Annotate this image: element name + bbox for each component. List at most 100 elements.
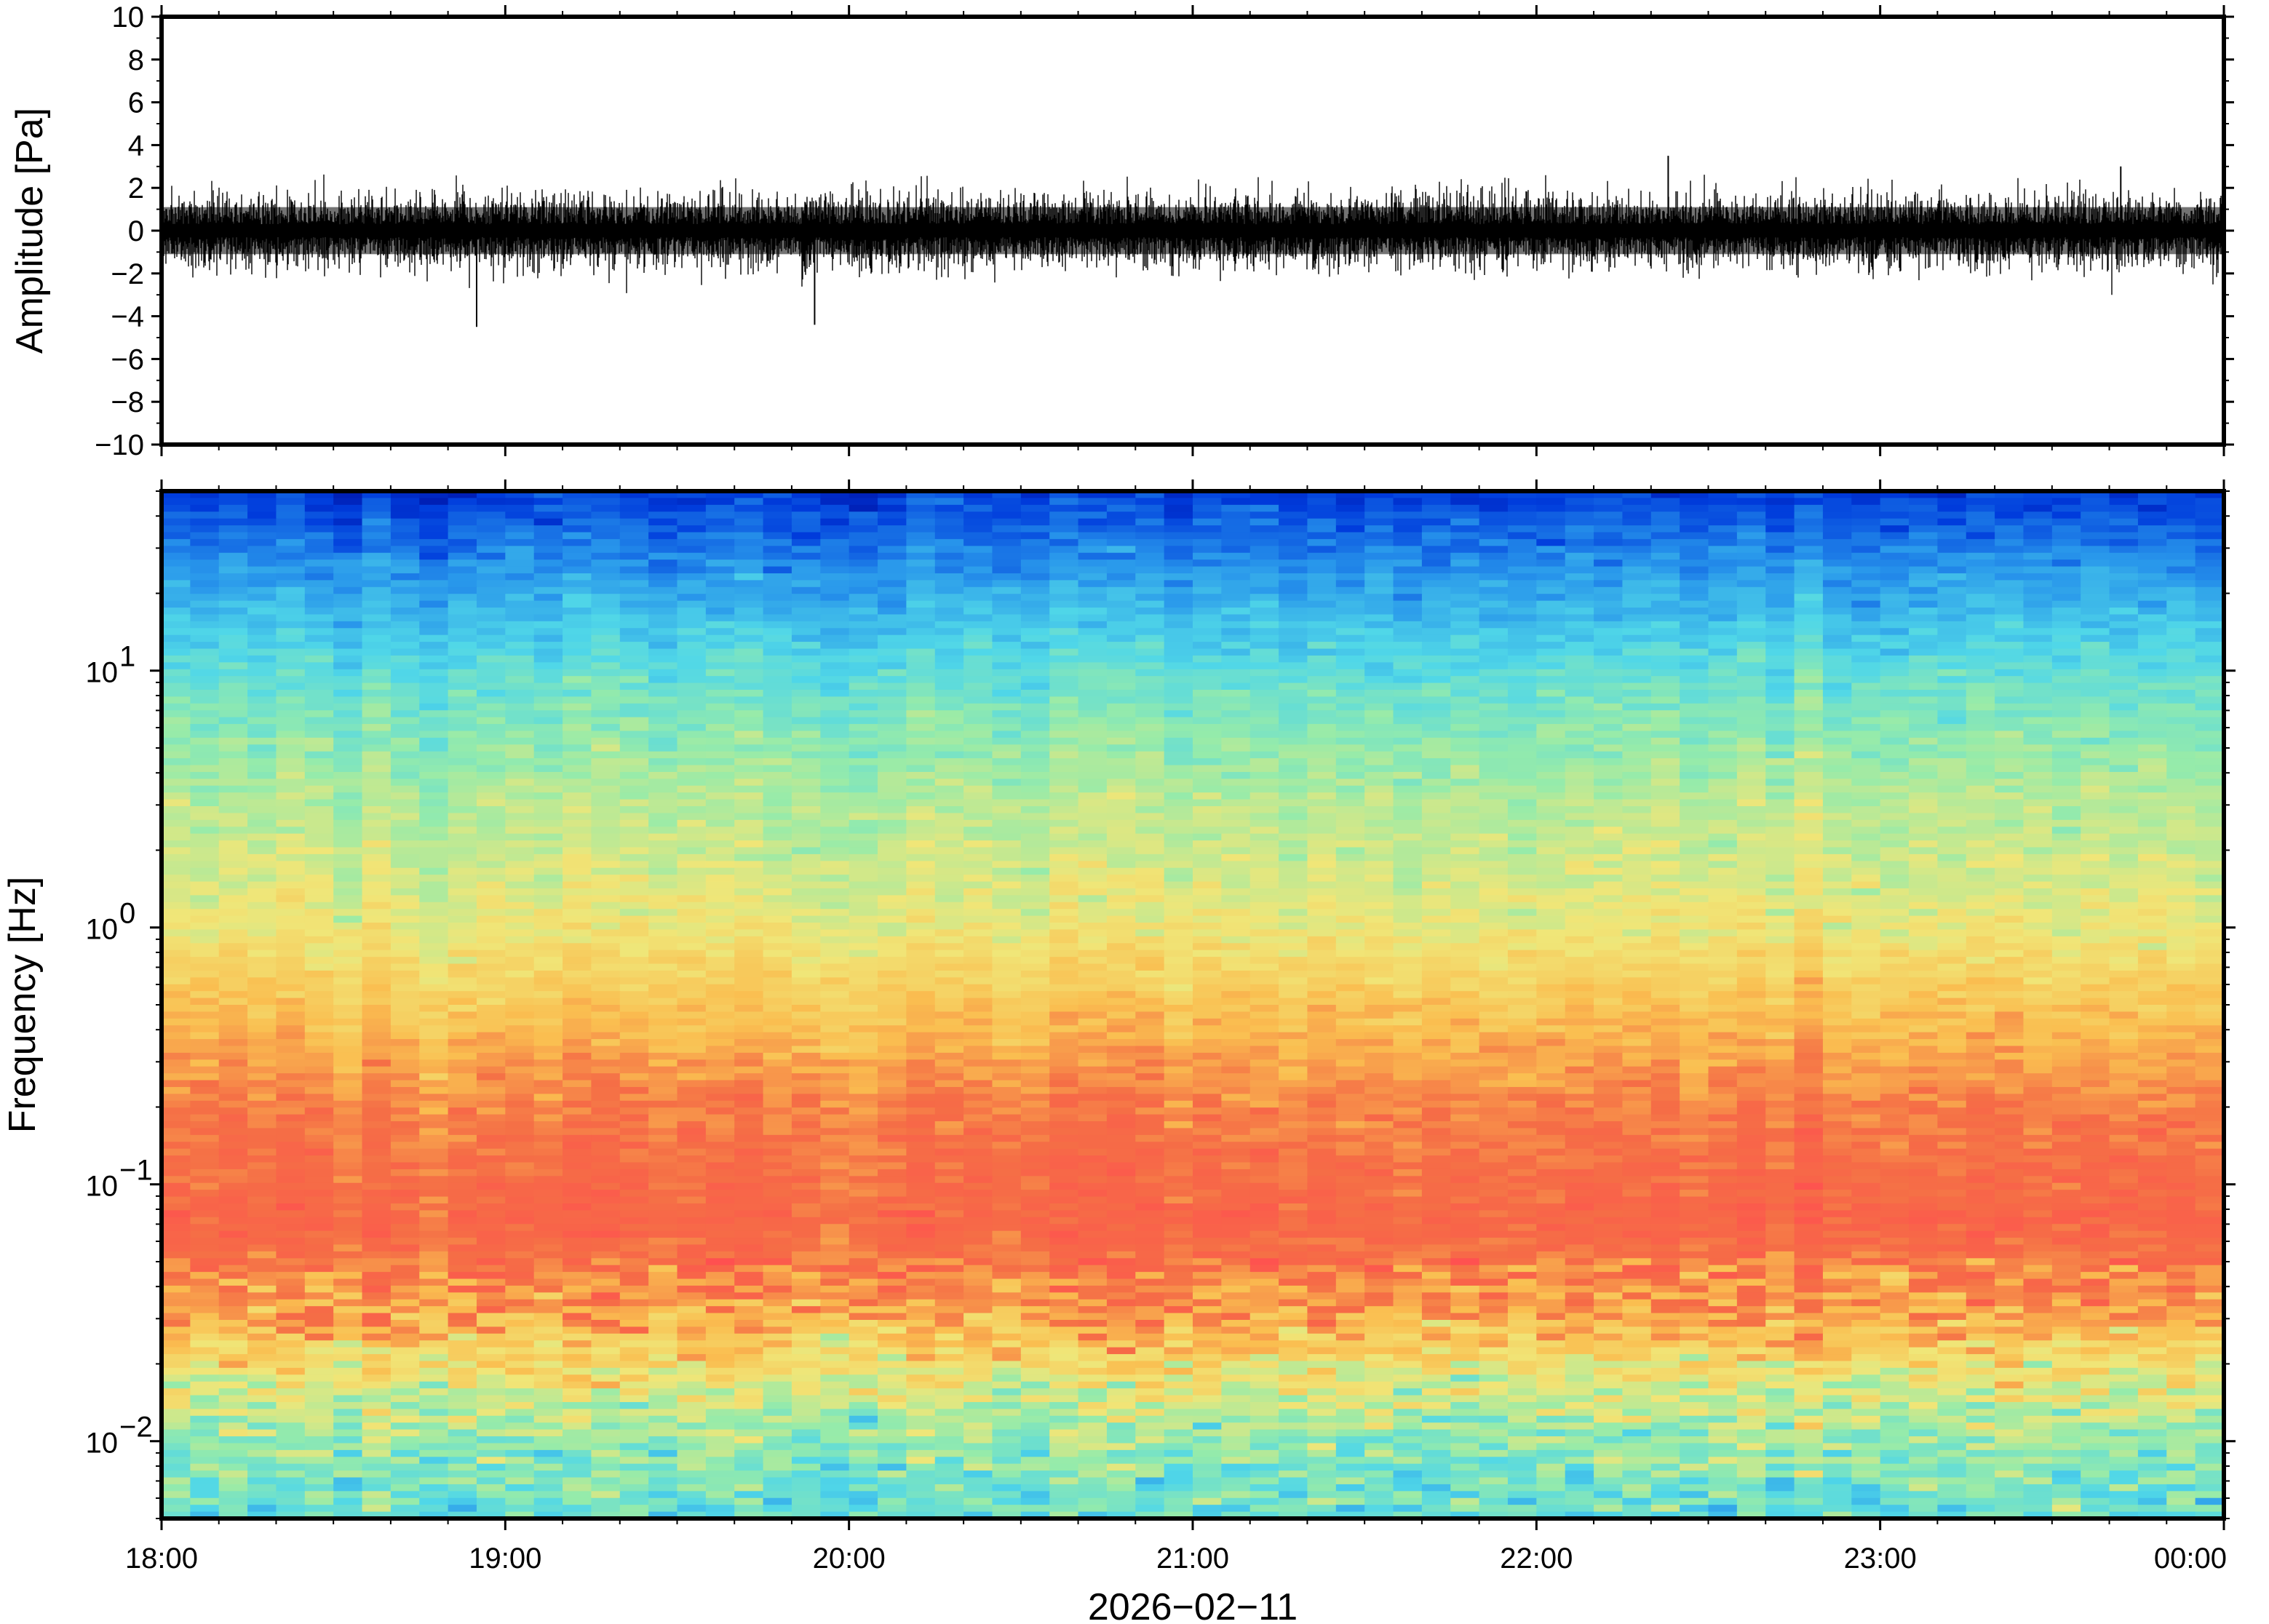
spectrogram-cell [1680, 827, 1709, 835]
spectrogram-cell [2081, 751, 2110, 759]
spectrogram-cell [247, 936, 277, 944]
spectrogram-cell [878, 915, 907, 923]
spectrogram-cell [1851, 498, 1881, 506]
spectrogram-cell [1106, 621, 1137, 629]
spectrogram-cell [1966, 682, 1995, 690]
spectrogram-cell [419, 895, 449, 903]
spectrogram-cell [677, 655, 707, 664]
spectrogram-cell [1135, 518, 1165, 526]
spectrogram-cell [1880, 552, 1910, 560]
spectrogram-cell [1507, 840, 1538, 848]
spectrogram-cell [162, 881, 191, 889]
spectrogram-cell [1106, 936, 1137, 944]
spectrogram-cell [2051, 888, 2081, 896]
spectrogram-cell [2081, 538, 2110, 547]
spectrogram-cell [1650, 642, 1680, 650]
spectrogram-cell [1594, 751, 1624, 759]
spectrogram-cell [1594, 765, 1624, 773]
spectrogram-cell [563, 634, 592, 642]
spectrogram-cell [1937, 875, 1967, 883]
spectrogram-cell [1880, 943, 1910, 951]
spectrogram-cell [304, 853, 334, 862]
spectrogram-cell [1822, 731, 1853, 739]
spectrogram-cell [448, 717, 477, 725]
spectrogram-cell [1995, 498, 2024, 506]
spectrogram-cell [591, 552, 621, 560]
spectrogram-cell [505, 669, 535, 677]
spectrogram-cell [1507, 655, 1538, 664]
spectrogram-cell [705, 586, 736, 594]
spectrogram-cell [419, 682, 449, 690]
spectrogram-cell [1708, 827, 1738, 835]
spectrogram-cell [1193, 806, 1223, 814]
spectrogram-cell [1164, 744, 1193, 752]
spectrogram-cell [162, 909, 191, 917]
spectrogram-cell [218, 634, 248, 642]
spectrogram-cell [705, 498, 736, 506]
spectrogram-cell [1364, 765, 1394, 773]
spectrogram-cell [1164, 875, 1193, 883]
spectrogram-cell [791, 771, 822, 780]
spectrogram-cell [419, 621, 449, 629]
spectrogram-cell [190, 813, 220, 821]
spectrogram-cell [619, 614, 649, 622]
spectrogram-cell [1364, 888, 1394, 896]
spectrogram-cell [1364, 600, 1394, 608]
spectrogram-cell [1937, 915, 1967, 923]
spectrogram-cell [448, 512, 477, 520]
spectrogram-cell [1851, 717, 1881, 725]
spectrogram-cell [591, 881, 621, 889]
spectrogram-cell [2195, 560, 2224, 568]
spectrogram-cell [820, 710, 850, 718]
spectrogram-cell [2109, 771, 2139, 780]
spectrogram-cell [2023, 799, 2053, 807]
spectrogram-cell [1966, 614, 1995, 622]
spectrogram-cell [1909, 771, 1939, 780]
spectrogram-cell [878, 689, 907, 698]
spectrogram-cell [1393, 901, 1423, 910]
spectrogram-cell [1565, 689, 1594, 698]
spectrogram-cell [878, 895, 907, 903]
spectrogram-cell [648, 737, 678, 746]
spectrogram-cell [1622, 634, 1652, 642]
spectrogram-cell [218, 655, 248, 664]
spectrogram-cell [1536, 594, 1566, 602]
spectrogram-cell [247, 799, 277, 807]
spectrogram-cell [1909, 867, 1939, 875]
spectrogram-cell [1106, 881, 1137, 889]
spectrogram-cell [2137, 546, 2168, 554]
spectrogram-cell [1020, 929, 1050, 937]
spectrogram-cell [1736, 936, 1767, 944]
spectrogram-cell [533, 628, 563, 636]
spectrogram-cell [1193, 676, 1223, 684]
spectrogram-cell [1708, 771, 1738, 780]
spectrogram-cell [1450, 580, 1480, 588]
spectrogram-cell [2137, 655, 2168, 664]
spectrogram-cell [1937, 682, 1967, 690]
spectrogram-cell [390, 696, 421, 704]
spectrogram-cell [1479, 915, 1509, 923]
spectrogram-cell [218, 751, 248, 759]
spectrogram-cell [1193, 813, 1223, 821]
spectrogram-cell [476, 813, 506, 821]
spectrogram-cell [1479, 628, 1509, 636]
spectrogram-cell [247, 552, 277, 560]
spectrogram-cell [1221, 785, 1251, 793]
spectrogram-cell [1708, 512, 1738, 520]
spectrogram-cell [333, 881, 363, 889]
spectrogram-cell [333, 676, 363, 684]
spectrogram-cell [791, 813, 822, 821]
spectrogram-cell [1622, 532, 1652, 540]
spectrogram-cell [1966, 634, 1995, 642]
spectrogram-cell [1307, 580, 1337, 588]
spectrogram-cell [1909, 504, 1939, 513]
spectrogram-cell [1708, 799, 1738, 807]
spectrogram-cell [1421, 724, 1452, 732]
spectrogram-cell [963, 566, 993, 574]
spectrogram-cell [1822, 586, 1853, 594]
spectrogram-cell [1335, 840, 1365, 848]
spectrogram-cell [218, 901, 248, 910]
spectrogram-cell [2051, 689, 2081, 698]
spectrogram-cell [218, 594, 248, 602]
